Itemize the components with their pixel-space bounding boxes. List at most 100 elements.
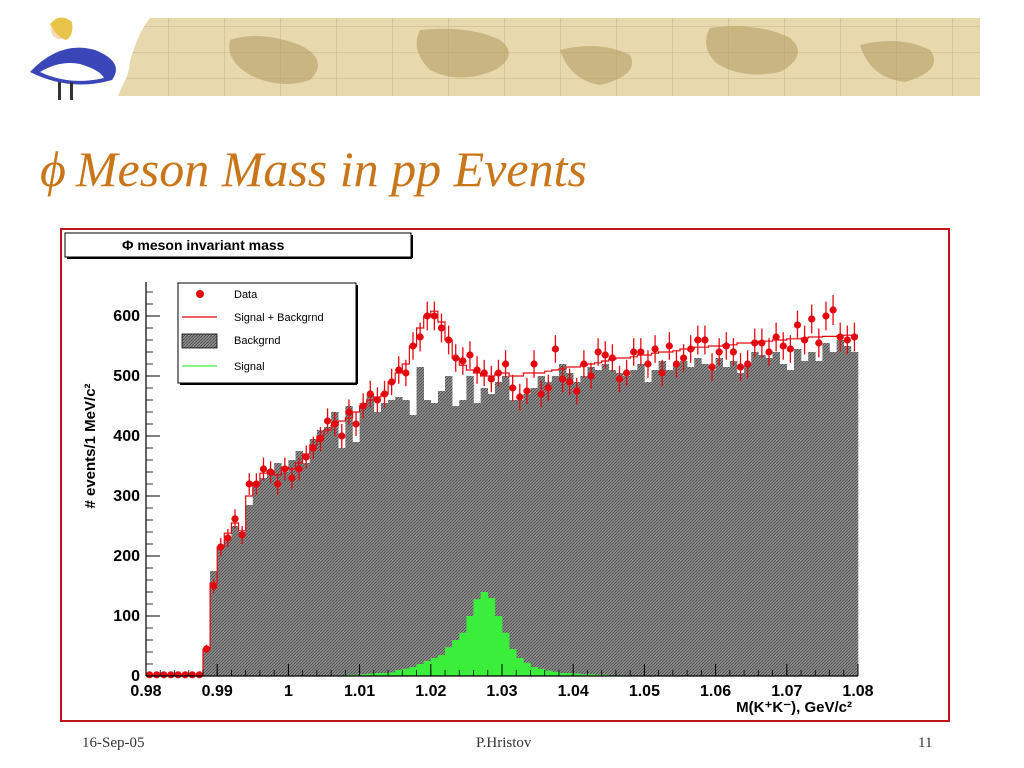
data-point xyxy=(594,348,602,356)
background-bar xyxy=(252,484,261,676)
signal-bar xyxy=(409,667,417,676)
y-tick-label: 200 xyxy=(113,548,140,565)
legend-label-background: Backgrnd xyxy=(234,335,280,347)
data-point xyxy=(231,515,239,523)
background-bar xyxy=(729,361,738,676)
background-bar xyxy=(502,376,510,676)
data-point xyxy=(793,321,802,329)
footer-page-number: 11 xyxy=(918,735,933,751)
legend-item-data: Data xyxy=(196,289,258,301)
data-point xyxy=(808,315,816,323)
background-bar xyxy=(509,400,517,676)
data-point xyxy=(181,671,189,679)
data-point xyxy=(587,372,595,380)
data-point xyxy=(601,351,609,359)
data-point xyxy=(623,369,631,377)
data-point xyxy=(715,348,723,356)
data-point xyxy=(772,333,780,341)
x-tick-label: 1.08 xyxy=(842,683,873,700)
background-bar xyxy=(366,394,375,676)
footer-author: P.Hristov xyxy=(476,735,532,751)
data-point xyxy=(331,420,339,428)
y-tick-label: 400 xyxy=(113,428,140,445)
data-point xyxy=(672,360,681,368)
background-bar xyxy=(409,415,417,676)
background-bar xyxy=(316,430,325,676)
background-bar xyxy=(373,412,382,676)
background-bar xyxy=(630,370,638,676)
data-point xyxy=(409,342,417,350)
background-bar xyxy=(829,352,837,676)
background-bar xyxy=(338,448,346,676)
data-point xyxy=(288,474,296,482)
data-point xyxy=(537,390,545,398)
background-bar xyxy=(459,400,467,676)
data-point xyxy=(551,345,559,353)
background-bar xyxy=(594,370,602,676)
background-bar xyxy=(544,382,553,676)
background-bar xyxy=(708,370,716,676)
data-point xyxy=(815,339,823,347)
signal-bar xyxy=(494,616,503,676)
data-point xyxy=(445,336,453,344)
signal-bar xyxy=(430,658,439,676)
background-bar xyxy=(345,406,353,676)
data-point xyxy=(245,480,253,488)
signal-bar xyxy=(445,647,453,676)
signal-bar xyxy=(573,673,581,676)
background-bar xyxy=(779,364,788,676)
legend-label-signal: Signal xyxy=(234,361,265,373)
data-point xyxy=(402,369,410,377)
y-tick-label: 600 xyxy=(113,308,140,325)
data-point xyxy=(309,444,317,452)
background-bar xyxy=(843,346,852,676)
data-point xyxy=(779,342,787,350)
background-bar xyxy=(551,376,560,676)
signal-bar xyxy=(402,668,410,676)
background-bar xyxy=(687,367,695,676)
data-point xyxy=(644,360,652,368)
data-point xyxy=(722,342,730,350)
background-bar xyxy=(430,403,439,676)
legend-label-signal-plus-background: Signal + Backgrnd xyxy=(234,312,324,324)
background-bar xyxy=(217,547,225,676)
signal-bar xyxy=(416,664,424,676)
background-bar xyxy=(680,361,688,676)
background-bar xyxy=(665,370,674,676)
data-point xyxy=(829,306,837,314)
x-tick-label: 0.99 xyxy=(202,683,233,700)
data-points xyxy=(145,295,859,679)
background-bar xyxy=(331,412,339,676)
x-axis-label: M(K⁺K⁻), GeV/c² xyxy=(736,699,852,716)
data-point xyxy=(608,354,616,362)
data-point xyxy=(701,336,709,344)
background-bar xyxy=(487,394,496,676)
background-bar xyxy=(416,367,424,676)
x-tick-label: 1.07 xyxy=(771,683,802,700)
data-point xyxy=(366,390,374,398)
data-point xyxy=(736,363,745,371)
signal-bar xyxy=(388,672,396,676)
x-tick-label: 1.02 xyxy=(415,683,446,700)
background-bar xyxy=(608,370,617,676)
background-bar xyxy=(651,370,659,676)
data-point xyxy=(338,432,346,440)
footer-date: 16-Sep-05 xyxy=(82,735,145,751)
background-bar xyxy=(274,463,282,676)
map-strip xyxy=(118,18,980,96)
signal-bar xyxy=(459,632,467,676)
background-bar xyxy=(473,403,481,676)
data-point xyxy=(302,453,310,461)
background-bar xyxy=(765,358,773,676)
data-point xyxy=(480,369,488,377)
data-point xyxy=(509,384,517,392)
background-bar xyxy=(744,364,752,676)
data-point xyxy=(316,435,325,443)
data-point xyxy=(544,384,552,392)
data-point xyxy=(573,387,581,395)
header-banner xyxy=(20,3,980,110)
background-bar xyxy=(751,352,759,676)
data-point xyxy=(202,645,211,653)
background-bar xyxy=(623,376,631,676)
data-point xyxy=(765,348,773,356)
